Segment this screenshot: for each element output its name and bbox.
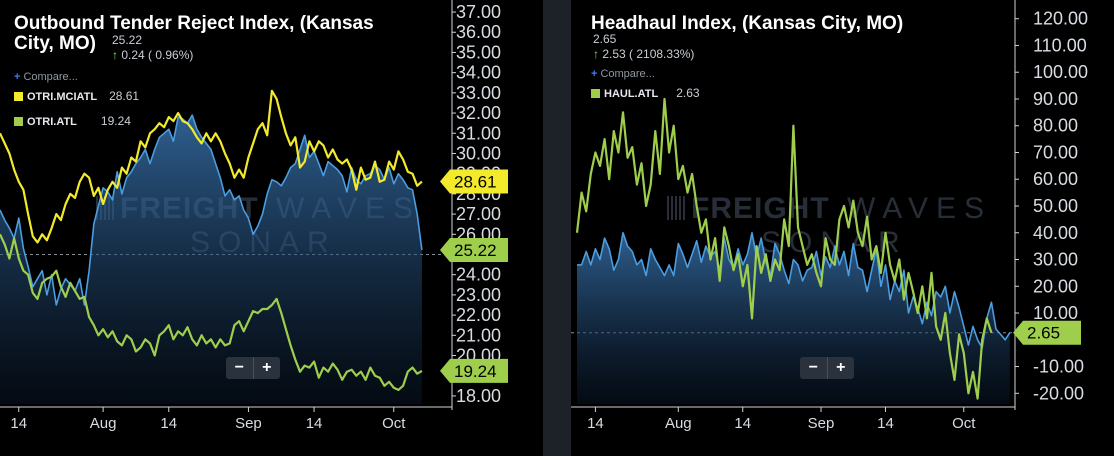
y-tick-label: 70.00 bbox=[1033, 142, 1078, 162]
legend-value: 19.24 bbox=[100, 114, 131, 128]
compare-label: Compare... bbox=[23, 71, 78, 83]
x-tick-label: 14 bbox=[160, 415, 177, 432]
x-tick-label: 14 bbox=[10, 415, 27, 432]
y-tick-label: 50.00 bbox=[1033, 196, 1078, 216]
series-line-0 bbox=[577, 232, 1011, 349]
value-flag: 2.65 bbox=[1013, 320, 1081, 345]
change-value: ↑ 0.24 ( 0.96%) bbox=[112, 48, 193, 62]
up-arrow-icon: ↑ bbox=[593, 47, 599, 61]
zoom-out-button[interactable]: − bbox=[800, 357, 828, 379]
y-tick-label: 27.00 bbox=[456, 204, 501, 224]
legend-value: 28.61 bbox=[109, 89, 140, 103]
change-value: ↑ 2.53 ( 2108.33%) bbox=[593, 47, 694, 61]
y-tick-label: 35.00 bbox=[456, 42, 501, 62]
series-line-1 bbox=[575, 97, 993, 400]
up-arrow-icon: ↑ bbox=[112, 48, 118, 62]
plus-icon: + bbox=[591, 68, 598, 80]
series-area-0 bbox=[0, 115, 422, 404]
zoom-in-button[interactable]: + bbox=[836, 359, 846, 376]
legend-item-otri-atl[interactable]: OTRI.ATL 19.24 bbox=[14, 114, 131, 128]
value-flag: 28.61 bbox=[440, 169, 508, 194]
headhaul-chart: FREIGHT WAVESSONAR120.00110.00100.0090.00… bbox=[571, 0, 1088, 432]
legend-swatch bbox=[591, 89, 600, 98]
chart-title: Headhaul Index, (Kansas City, MO) bbox=[591, 13, 904, 34]
value-flag-label: 28.61 bbox=[454, 173, 497, 192]
y-tick-label: 80.00 bbox=[1033, 116, 1078, 136]
y-tick-label: 90.00 bbox=[1033, 89, 1078, 109]
y-tick-label: 32.00 bbox=[456, 103, 501, 123]
value-flag-label: 19.24 bbox=[454, 362, 497, 381]
x-tick-label: Aug bbox=[665, 415, 692, 432]
headhaul-chart-panel: FREIGHT WAVES SONAR 120.00 110.00 100.00 90.00… bbox=[571, 0, 1114, 456]
zoom-controls: − + bbox=[226, 357, 280, 379]
last-value: 2.65 bbox=[593, 32, 617, 46]
y-tick-label: 30.00 bbox=[1033, 250, 1078, 270]
y-tick-label: 110.00 bbox=[1033, 35, 1087, 55]
y-tick-label: 120.00 bbox=[1033, 9, 1088, 29]
change-text: 0.24 ( 0.96%) bbox=[121, 48, 194, 62]
y-tick-label: 23.00 bbox=[456, 285, 501, 305]
x-tick-label: 14 bbox=[587, 415, 604, 432]
value-flag: 19.24 bbox=[440, 358, 508, 383]
y-tick-label: 20.00 bbox=[1033, 276, 1078, 296]
legend-swatch bbox=[14, 92, 23, 101]
x-tick-label: 14 bbox=[306, 415, 323, 432]
legend-code: OTRI.ATL bbox=[27, 116, 77, 128]
value-flag: 25.22 bbox=[440, 238, 508, 263]
y-tick-label: 33.00 bbox=[456, 83, 501, 103]
y-tick-label: 60.00 bbox=[1033, 169, 1078, 189]
x-tick-label: Aug bbox=[90, 415, 117, 432]
y-tick-label: 34.00 bbox=[456, 63, 501, 83]
x-tick-label: Oct bbox=[382, 415, 406, 432]
chart-title: Outbound Tender Reject Index, (Kansas Ci… bbox=[14, 13, 374, 54]
series-line-1 bbox=[0, 89, 423, 244]
y-tick-label: 31.00 bbox=[456, 123, 501, 143]
change-text: 2.53 ( 2108.33%) bbox=[602, 47, 695, 61]
x-tick-label: Oct bbox=[952, 415, 976, 432]
zoom-out-button[interactable]: − bbox=[226, 357, 254, 379]
legend-swatch bbox=[14, 117, 23, 126]
value-flag-label: 25.22 bbox=[454, 241, 497, 260]
panel-divider bbox=[543, 0, 571, 456]
series-line-2 bbox=[0, 233, 423, 391]
y-tick-label: 100.00 bbox=[1033, 62, 1088, 82]
x-tick-label: Sep bbox=[808, 415, 835, 432]
x-tick-label: 14 bbox=[877, 415, 894, 432]
plus-icon: + bbox=[14, 71, 21, 83]
compare-button[interactable]: + Compare... bbox=[591, 68, 655, 80]
y-tick-label: -10.00 bbox=[1033, 357, 1084, 377]
legend-item-otri-mciatl[interactable]: OTRI.MCIATL 28.61 bbox=[14, 89, 139, 103]
zoom-in-button[interactable]: + bbox=[262, 359, 272, 376]
x-tick-label: Sep bbox=[235, 415, 262, 432]
otri-chart: FREIGHTWAVESSONAR37.0036.0035.0034.0033.… bbox=[0, 0, 508, 432]
compare-label: Compare... bbox=[600, 68, 655, 80]
watermark-brand-2: WAVES bbox=[847, 192, 992, 225]
y-tick-label: 10.00 bbox=[1033, 303, 1078, 323]
zoom-controls: − + bbox=[800, 357, 854, 379]
x-tick-label: 14 bbox=[734, 415, 751, 432]
y-tick-label: 36.00 bbox=[456, 22, 501, 42]
value-flag-label: 2.65 bbox=[1027, 324, 1060, 343]
legend-item-haul-atl[interactable]: HAUL.ATL 2.63 bbox=[591, 86, 700, 100]
y-tick-label: 30.00 bbox=[456, 143, 501, 163]
otri-chart-panel: FREIGHTWAVESSONAR37.0036.0035.0034.0033.… bbox=[0, 0, 543, 456]
y-tick-label: 18.00 bbox=[456, 386, 501, 406]
legend-code: OTRI.MCIATL bbox=[27, 91, 98, 103]
y-tick-label: 37.00 bbox=[456, 2, 501, 22]
legend-value: 2.63 bbox=[676, 86, 700, 100]
compare-button[interactable]: + Compare... bbox=[14, 71, 78, 83]
legend-code: HAUL.ATL bbox=[604, 88, 659, 100]
series-area-0 bbox=[577, 232, 1010, 404]
last-value: 25.22 bbox=[112, 33, 143, 47]
y-tick-label: 22.00 bbox=[456, 305, 501, 325]
y-tick-label: 40.00 bbox=[1033, 223, 1078, 243]
watermark-brand: FREIGHT bbox=[691, 192, 830, 225]
y-tick-label: -20.00 bbox=[1033, 383, 1084, 403]
y-tick-label: 24.00 bbox=[456, 265, 501, 285]
y-tick-label: 21.00 bbox=[456, 325, 501, 345]
